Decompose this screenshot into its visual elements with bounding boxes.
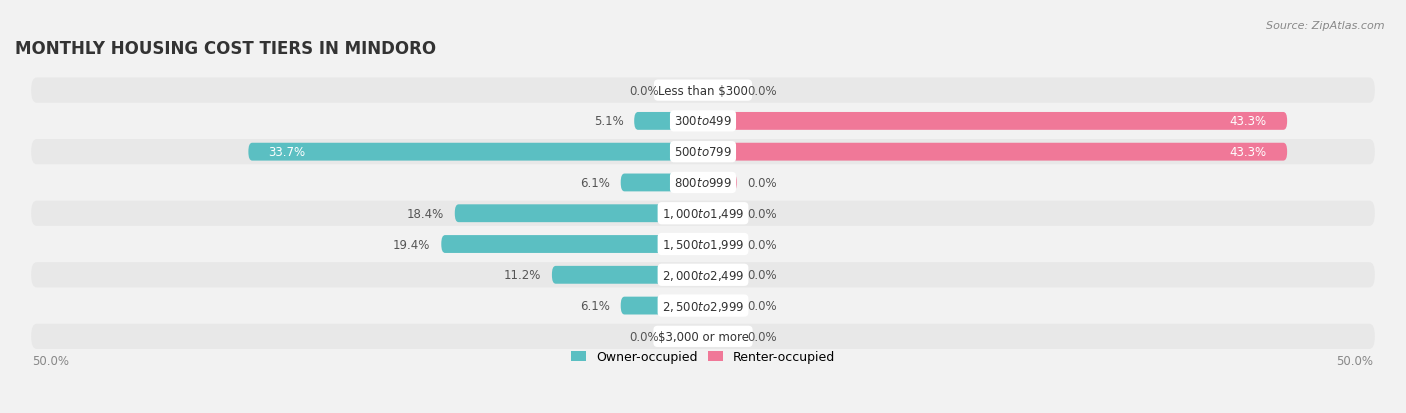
FancyBboxPatch shape (31, 140, 1375, 165)
Text: 6.1%: 6.1% (581, 299, 610, 312)
FancyBboxPatch shape (703, 205, 737, 223)
Text: 19.4%: 19.4% (394, 238, 430, 251)
Text: 0.0%: 0.0% (628, 84, 658, 97)
FancyBboxPatch shape (441, 235, 703, 253)
Text: Less than $300: Less than $300 (658, 84, 748, 97)
Text: Source: ZipAtlas.com: Source: ZipAtlas.com (1267, 21, 1385, 31)
Text: $1,000 to $1,499: $1,000 to $1,499 (662, 207, 744, 221)
Text: 0.0%: 0.0% (748, 207, 778, 220)
Text: 5.1%: 5.1% (593, 115, 623, 128)
FancyBboxPatch shape (553, 266, 703, 284)
FancyBboxPatch shape (669, 328, 703, 345)
Text: 0.0%: 0.0% (748, 238, 778, 251)
FancyBboxPatch shape (634, 113, 703, 131)
Text: 11.2%: 11.2% (503, 268, 541, 282)
Text: 0.0%: 0.0% (628, 330, 658, 343)
FancyBboxPatch shape (703, 328, 737, 345)
FancyBboxPatch shape (454, 205, 703, 223)
FancyBboxPatch shape (620, 297, 703, 315)
Text: $2,500 to $2,999: $2,500 to $2,999 (662, 299, 744, 313)
Text: 0.0%: 0.0% (748, 330, 778, 343)
FancyBboxPatch shape (703, 174, 737, 192)
Text: MONTHLY HOUSING COST TIERS IN MINDORO: MONTHLY HOUSING COST TIERS IN MINDORO (15, 40, 436, 58)
Text: 0.0%: 0.0% (748, 84, 778, 97)
Legend: Owner-occupied, Renter-occupied: Owner-occupied, Renter-occupied (567, 345, 839, 368)
FancyBboxPatch shape (249, 143, 703, 161)
Text: 0.0%: 0.0% (748, 176, 778, 190)
FancyBboxPatch shape (31, 201, 1375, 226)
Text: 43.3%: 43.3% (1230, 115, 1267, 128)
Text: $500 to $799: $500 to $799 (673, 146, 733, 159)
FancyBboxPatch shape (31, 171, 1375, 196)
FancyBboxPatch shape (31, 293, 1375, 318)
Text: 6.1%: 6.1% (581, 176, 610, 190)
Text: $2,000 to $2,499: $2,000 to $2,499 (662, 268, 744, 282)
Text: $1,500 to $1,999: $1,500 to $1,999 (662, 237, 744, 252)
Text: $3,000 or more: $3,000 or more (658, 330, 748, 343)
Text: 0.0%: 0.0% (748, 268, 778, 282)
FancyBboxPatch shape (31, 324, 1375, 349)
Text: $300 to $499: $300 to $499 (673, 115, 733, 128)
FancyBboxPatch shape (31, 232, 1375, 257)
FancyBboxPatch shape (703, 143, 1286, 161)
FancyBboxPatch shape (703, 235, 737, 253)
FancyBboxPatch shape (703, 297, 737, 315)
Text: 43.3%: 43.3% (1230, 146, 1267, 159)
FancyBboxPatch shape (31, 263, 1375, 288)
Text: 50.0%: 50.0% (1337, 354, 1374, 367)
FancyBboxPatch shape (703, 82, 737, 100)
FancyBboxPatch shape (620, 174, 703, 192)
FancyBboxPatch shape (31, 78, 1375, 104)
Text: 0.0%: 0.0% (748, 299, 778, 312)
FancyBboxPatch shape (703, 113, 1286, 131)
FancyBboxPatch shape (703, 266, 737, 284)
Text: 33.7%: 33.7% (269, 146, 305, 159)
FancyBboxPatch shape (31, 109, 1375, 134)
Text: $800 to $999: $800 to $999 (673, 176, 733, 190)
Text: 18.4%: 18.4% (406, 207, 444, 220)
Text: 50.0%: 50.0% (32, 354, 69, 367)
FancyBboxPatch shape (669, 82, 703, 100)
